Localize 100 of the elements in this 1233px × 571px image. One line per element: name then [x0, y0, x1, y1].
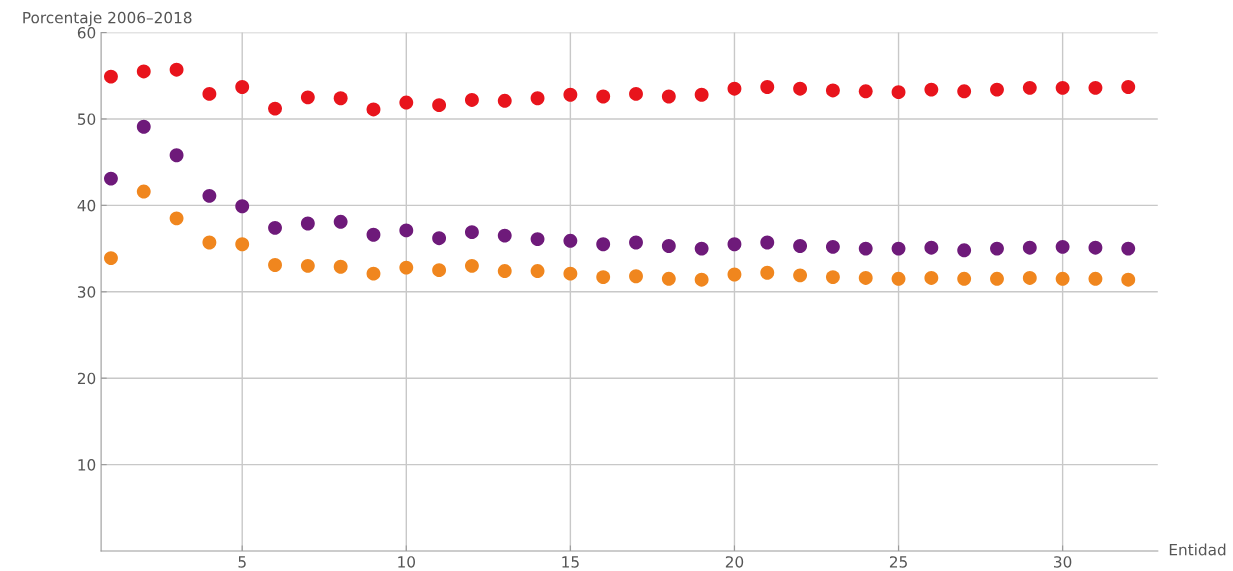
- point: [629, 269, 643, 284]
- point: [399, 223, 414, 238]
- y-tick-label: 40: [77, 199, 96, 212]
- point: [136, 119, 151, 134]
- point: [1088, 240, 1103, 255]
- point: [1055, 80, 1070, 95]
- point: [235, 199, 250, 214]
- point: [661, 239, 676, 253]
- point: [104, 171, 118, 186]
- point: [563, 233, 578, 248]
- point: [661, 271, 676, 286]
- point: [300, 216, 315, 231]
- point: [694, 241, 709, 256]
- point: [891, 241, 906, 256]
- point: [235, 237, 250, 252]
- y-tick-label: 20: [77, 372, 96, 385]
- point: [235, 80, 250, 94]
- point: [169, 148, 184, 163]
- point: [169, 62, 184, 77]
- point: [858, 271, 873, 285]
- point: [924, 240, 939, 255]
- point: [1022, 240, 1037, 255]
- point: [694, 272, 709, 287]
- point: [464, 258, 479, 273]
- point: [399, 95, 414, 110]
- point: [1088, 80, 1103, 95]
- point: [1121, 80, 1136, 94]
- point: [497, 93, 512, 108]
- point: [1022, 271, 1037, 285]
- point: [530, 232, 545, 247]
- point: [990, 241, 1004, 256]
- point: [891, 85, 906, 100]
- y-tick-label: 10: [78, 459, 96, 471]
- y-tick-label: 50: [77, 113, 96, 125]
- y-axis-title: Porcentaje 2006–2018: [23, 11, 192, 27]
- point: [891, 271, 906, 286]
- point: [1022, 80, 1037, 95]
- point: [727, 237, 742, 252]
- point: [464, 225, 479, 240]
- point: [825, 239, 840, 254]
- point: [333, 214, 348, 229]
- point: [1055, 239, 1070, 254]
- x-tick-label: 5: [238, 556, 246, 568]
- point: [727, 267, 742, 282]
- x-axis-title: Entidad: [1169, 543, 1226, 556]
- point: [825, 270, 840, 285]
- point: [760, 265, 775, 280]
- point: [1121, 272, 1136, 287]
- point: [432, 263, 447, 278]
- point: [629, 86, 643, 101]
- point: [825, 83, 840, 98]
- point: [793, 239, 808, 253]
- point: [760, 235, 775, 250]
- point: [990, 271, 1004, 286]
- point: [202, 235, 217, 250]
- point: [924, 82, 939, 97]
- point: [1055, 271, 1070, 286]
- point: [990, 82, 1004, 97]
- point: [727, 81, 742, 96]
- point: [169, 211, 184, 226]
- point: [596, 237, 611, 252]
- point: [596, 270, 611, 285]
- point: [563, 87, 578, 102]
- point: [104, 69, 118, 84]
- point: [268, 101, 282, 116]
- point: [366, 266, 381, 281]
- point: [530, 264, 545, 278]
- point: [136, 184, 151, 199]
- point: [366, 227, 381, 242]
- point: [268, 258, 282, 272]
- point: [957, 84, 972, 99]
- point: [957, 271, 972, 286]
- point: [399, 260, 414, 275]
- point: [333, 259, 348, 274]
- point: [464, 93, 479, 107]
- point: [268, 220, 282, 235]
- point: [136, 64, 151, 79]
- point: [957, 243, 972, 258]
- point: [300, 90, 315, 105]
- point: [300, 258, 315, 273]
- point: [202, 86, 217, 101]
- point: [924, 271, 939, 285]
- x-tick-label: 30: [1054, 556, 1072, 568]
- point: [793, 268, 808, 283]
- point: [432, 231, 447, 246]
- point: [596, 89, 611, 104]
- point: [530, 91, 545, 106]
- x-tick-label: 15: [562, 556, 579, 568]
- point: [432, 98, 447, 113]
- point: [497, 264, 512, 278]
- point: [760, 80, 775, 94]
- point: [1088, 271, 1103, 286]
- x-tick-label: 10: [398, 556, 415, 568]
- point: [104, 251, 118, 266]
- y-tick-label: 30: [77, 286, 96, 298]
- point: [694, 87, 709, 102]
- point: [202, 188, 217, 203]
- point: [497, 228, 512, 243]
- x-tick-label: 25: [889, 556, 907, 568]
- point: [1121, 241, 1136, 256]
